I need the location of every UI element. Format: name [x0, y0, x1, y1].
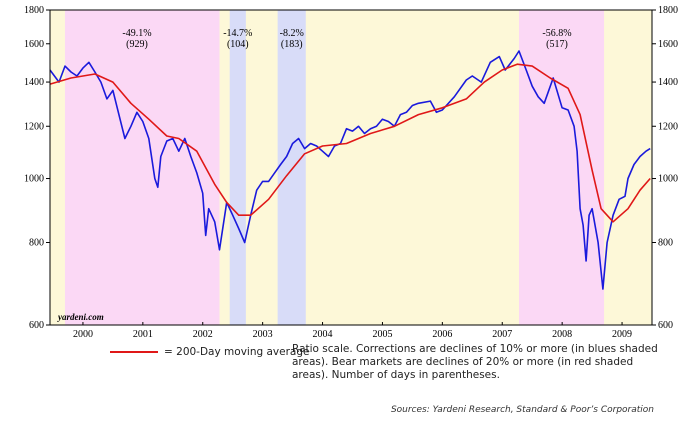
- region-days: (183): [281, 39, 303, 50]
- watermark: yardeni.com: [57, 312, 104, 322]
- y-tick-label: 1400: [658, 77, 678, 88]
- y-tick-label: 600: [658, 320, 673, 331]
- region-days: (104): [227, 39, 249, 50]
- region-label: -8.2%: [280, 28, 304, 39]
- y-tick-label: 1800: [24, 5, 44, 16]
- legend: = 200-Day moving average: [110, 346, 309, 358]
- y-tick-label: 800: [658, 238, 673, 249]
- shaded-region: [229, 10, 246, 325]
- x-tick-label: 2000: [73, 329, 93, 340]
- y-tick-label: 1600: [24, 39, 44, 50]
- y-tick-label: 600: [29, 320, 44, 331]
- x-tick-label: 2006: [432, 329, 452, 340]
- y-tick-label: 1000: [658, 174, 678, 185]
- x-tick-label: 2005: [372, 329, 392, 340]
- y-tick-label: 800: [29, 238, 44, 249]
- y-tick-label: 1200: [24, 121, 44, 132]
- line: [49, 63, 651, 223]
- region-label: -49.1%: [122, 28, 151, 39]
- region-days: (929): [126, 39, 148, 50]
- x-tick-label: 2009: [612, 329, 632, 340]
- x-tick-label: 2007: [492, 329, 512, 340]
- region-label: -14.7%: [223, 28, 252, 39]
- y-tick-label: 1000: [24, 174, 44, 185]
- y-tick-label: 1200: [658, 121, 678, 132]
- source: Sources: Yardeni Research, Standard & Po…: [390, 405, 654, 415]
- shaded-region: [519, 10, 605, 325]
- y-tick-label: 1600: [658, 39, 678, 50]
- shaded-region: [277, 10, 306, 325]
- note: Ratio scale. Corrections are declines of…: [292, 343, 658, 381]
- x-tick-label: 2002: [193, 329, 213, 340]
- y-tick-label: 1800: [658, 5, 678, 16]
- region-label: -56.8%: [542, 28, 571, 39]
- x-tick-label: 2003: [253, 329, 273, 340]
- legend-swatch: [110, 351, 158, 353]
- y-tick-label: 1400: [24, 77, 44, 88]
- legend-label: = 200-Day moving average: [164, 346, 310, 358]
- x-tick-label: 2004: [313, 329, 333, 340]
- plot-frame: [49, 9, 653, 326]
- region-days: (517): [546, 39, 568, 50]
- x-tick-label: 2008: [552, 329, 572, 340]
- x-tick-label: 2001: [133, 329, 153, 340]
- shaded-region: [64, 10, 220, 325]
